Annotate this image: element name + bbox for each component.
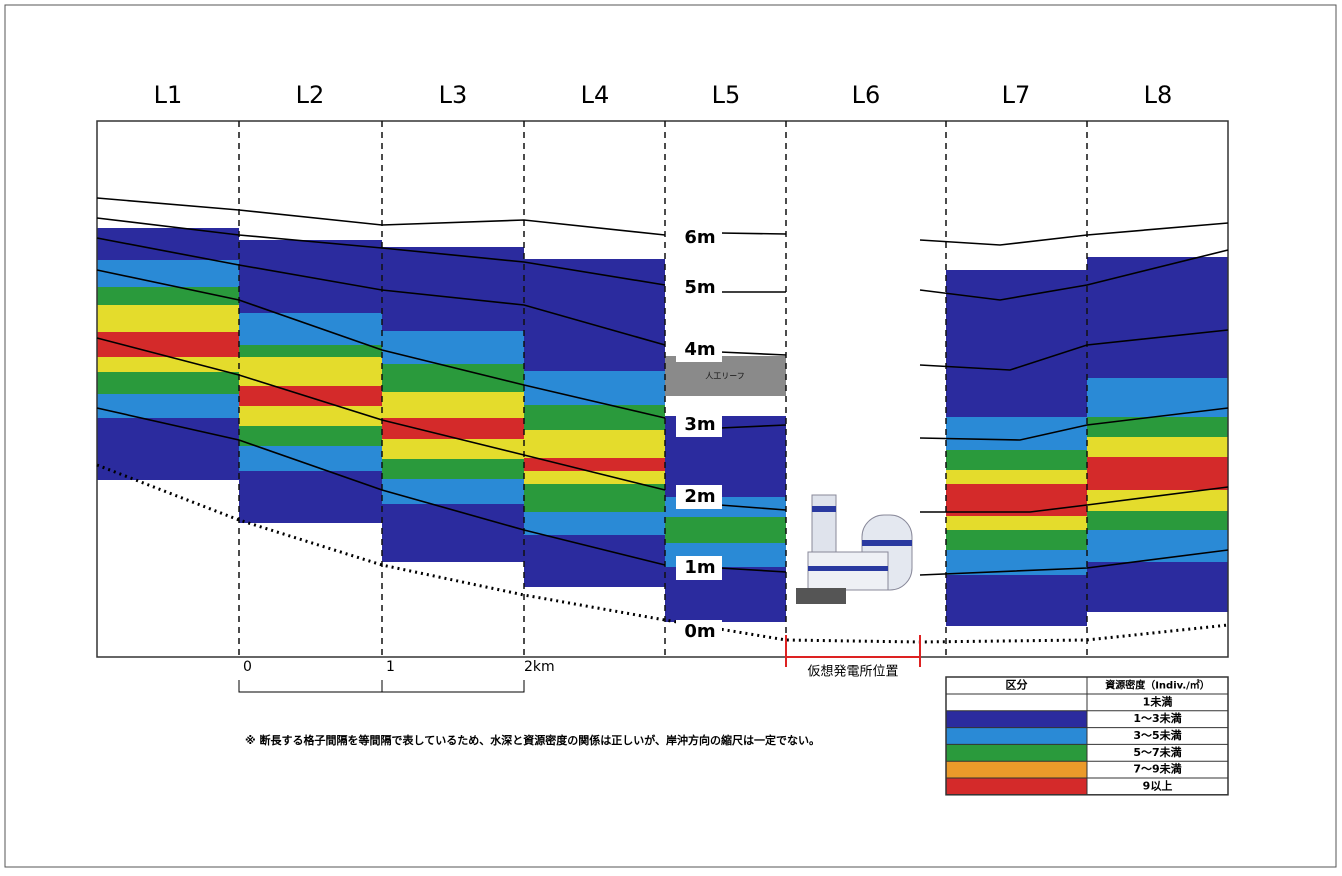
line-label: L8: [1144, 81, 1173, 109]
band: [97, 418, 239, 480]
band: [97, 260, 239, 287]
legend-label: 7～9未満: [1133, 762, 1181, 776]
depth-label: 4m: [684, 339, 715, 360]
line-label: L6: [852, 81, 881, 109]
legend-label: 1未満: [1143, 694, 1173, 708]
depth-label: 1m: [684, 557, 715, 578]
band: [382, 331, 524, 364]
legend-swatch: [946, 711, 1087, 728]
band: [97, 394, 239, 418]
depth-label: 2m: [684, 486, 715, 507]
band: [946, 470, 1087, 484]
band: [946, 450, 1087, 470]
site-label: 仮想発電所位置: [807, 664, 898, 680]
legend-swatch: [946, 728, 1087, 745]
scale-label: 1: [386, 659, 395, 675]
band: [1087, 562, 1228, 612]
legend-header: 資源密度（Indiv./㎡）: [1105, 679, 1210, 692]
band: [97, 305, 239, 332]
band: [97, 372, 239, 394]
line-label: L4: [581, 81, 610, 109]
band: [239, 386, 382, 406]
icon: [796, 588, 846, 604]
reef-label: 人工リーフ: [705, 372, 745, 381]
band: [239, 446, 382, 471]
band: [524, 430, 665, 458]
band: [239, 240, 382, 313]
band: [1087, 417, 1228, 437]
band: [239, 426, 382, 446]
band: [524, 535, 665, 587]
legend-label: 3～5未満: [1133, 728, 1181, 742]
line-label: L7: [1002, 81, 1031, 109]
legend-swatch: [946, 778, 1087, 795]
band: [524, 512, 665, 535]
legend-swatch: [946, 744, 1087, 761]
band: [382, 418, 524, 439]
band: [97, 332, 239, 357]
band: [946, 530, 1087, 550]
line-label: L1: [154, 81, 183, 109]
scale-label: 0: [243, 659, 252, 675]
icon: [812, 506, 836, 512]
band: [1087, 511, 1228, 530]
band: [382, 392, 524, 418]
band: [239, 406, 382, 426]
band: [946, 270, 1087, 417]
band: [382, 459, 524, 479]
depth-label: 3m: [684, 414, 715, 435]
note: ※ 断長する格子間隔を等間隔で表しているため、水深と資源密度の関係は正しいが、岸…: [245, 733, 820, 747]
band: [524, 259, 665, 371]
line-label: L2: [296, 81, 325, 109]
legend-label: 9以上: [1143, 778, 1173, 792]
legend-swatch: [946, 694, 1087, 711]
band: [1087, 257, 1228, 378]
band: [1087, 457, 1228, 490]
scale-label: 2km: [524, 659, 555, 675]
depth-label: 5m: [684, 277, 715, 298]
band: [1087, 530, 1228, 562]
legend-label: 5～7未満: [1133, 745, 1181, 759]
band: [239, 471, 382, 523]
legend-header: 区分: [1006, 678, 1028, 692]
band: [382, 504, 524, 562]
band: [946, 417, 1087, 450]
band: [524, 484, 665, 512]
band: [524, 371, 665, 405]
line-label: L5: [712, 81, 741, 109]
band: [239, 345, 382, 357]
icon: [808, 566, 888, 571]
band: [665, 517, 786, 543]
band: [239, 313, 382, 345]
legend-swatch: [946, 761, 1087, 778]
band: [524, 405, 665, 430]
icon: [862, 540, 912, 546]
line-label: L3: [439, 81, 468, 109]
contour: [720, 233, 786, 234]
band: [1087, 437, 1228, 457]
depth-label: 6m: [684, 227, 715, 248]
band: [946, 575, 1087, 626]
band: [382, 479, 524, 504]
depth-label: 0m: [684, 621, 715, 642]
band: [946, 516, 1087, 530]
diagram: 人工リーフ 6m 5m 4m 3m 2m 1m 0m L1 L2 L3 L4 L5 L6 L7 L8 0 1 2…: [0, 0, 1342, 872]
band: [1087, 490, 1228, 511]
legend-label: 1～3未満: [1133, 711, 1181, 725]
